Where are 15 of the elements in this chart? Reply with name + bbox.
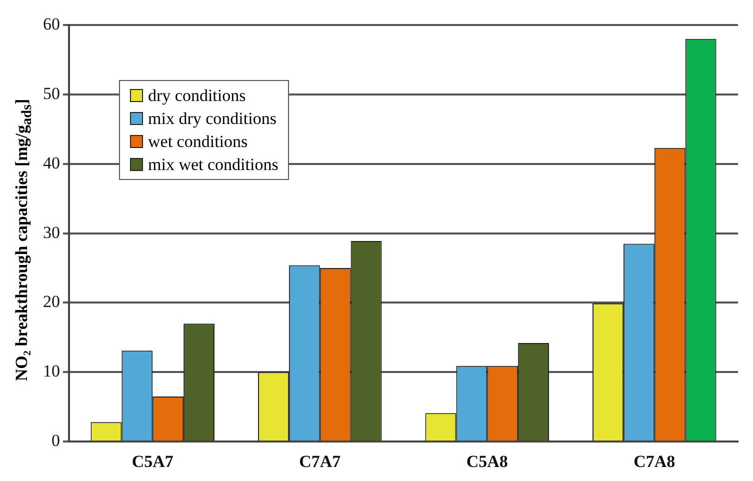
legend-label: dry conditions [148,86,246,106]
legend-label: wet conditions [148,132,248,152]
y-tick-label: 0 [52,431,60,450]
y-tick-label: 50 [43,84,60,103]
legend-label: mix wet conditions [148,154,278,174]
y-tick-label: 30 [43,222,60,242]
legend-label: mix dry conditions [148,108,276,128]
y-tick-label: 10 [43,362,60,381]
y-tick-label: 40 [43,153,60,172]
x-tick-label: C5A8 [466,452,508,472]
x-tick-label: C7A7 [299,452,342,472]
y-tick-label: 60 [43,14,60,34]
x-tick-label: C5A7 [132,452,174,472]
y-tick-label: 20 [43,292,60,312]
x-tick-label: C7A8 [634,452,676,472]
